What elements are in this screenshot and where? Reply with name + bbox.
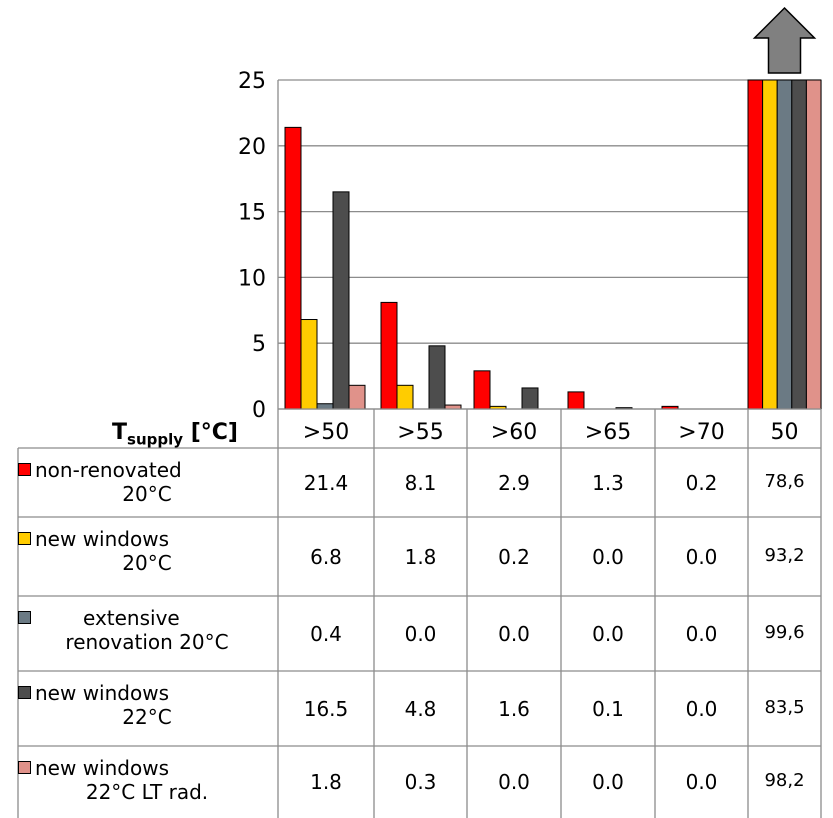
- data-label: 1.8: [310, 770, 342, 794]
- bar: [316, 403, 334, 410]
- data-label: 1.3: [592, 470, 624, 495]
- data-label: 99,6: [764, 621, 805, 643]
- data-label: 1.6: [498, 696, 530, 721]
- bar: [428, 345, 446, 410]
- bar: [762, 79, 778, 410]
- data-label: 2.9: [498, 470, 530, 495]
- data-label: 0.0: [685, 621, 718, 646]
- data-label: 0.0: [498, 621, 530, 646]
- data-label: 0.0: [404, 621, 437, 646]
- bar: [348, 384, 366, 410]
- y-tick-labels: 0 5 10 15 20 25: [238, 69, 266, 423]
- y-tick-label: 0: [252, 398, 266, 423]
- series-name-line1: non-renovated: [35, 458, 182, 482]
- category-header: >55: [397, 420, 444, 445]
- data-label: 16.5: [303, 696, 349, 721]
- series-label: new windows 20°C: [18, 527, 276, 575]
- series-name-line1: new windows: [35, 527, 169, 551]
- series-label: new windows 22°C LT rad.: [18, 756, 276, 804]
- category-header: >60: [490, 420, 538, 445]
- series-name-line1: extensive: [83, 606, 180, 630]
- legend-swatch: [18, 532, 31, 545]
- category-header: 50: [770, 420, 799, 445]
- data-label: 0.0: [592, 770, 624, 794]
- bar: [791, 79, 807, 410]
- data-label: 21.4: [303, 470, 349, 495]
- series-name-line2: 20°C: [122, 482, 172, 506]
- legend-swatch: [18, 611, 31, 624]
- category-header: >65: [584, 420, 632, 445]
- up-arrow-shape: [752, 6, 817, 74]
- data-label: 0.0: [685, 770, 718, 794]
- series-name-line2: 20°C: [122, 551, 172, 575]
- data-label: 0.1: [592, 696, 624, 721]
- series-name-line2: renovation 20°C: [65, 630, 229, 654]
- category-header: >70: [678, 420, 725, 445]
- series-label: non-renovated 20°C: [18, 458, 276, 506]
- data-label: 78,6: [764, 470, 805, 492]
- bar: [747, 79, 764, 410]
- bar: [473, 370, 491, 410]
- bar: [567, 391, 585, 410]
- x-header-label: Tsupply [°C]: [112, 420, 238, 449]
- data-label: 0.0: [685, 544, 718, 569]
- bar: [284, 126, 302, 410]
- y-tick-label: 20: [238, 135, 266, 160]
- data-label: 8.1: [404, 470, 437, 495]
- bar: [396, 384, 414, 410]
- bar: [521, 387, 539, 410]
- legend-swatch: [18, 761, 31, 774]
- data-label: 1.8: [404, 544, 437, 569]
- bar: [332, 191, 350, 410]
- data-label: 0.2: [498, 544, 530, 569]
- bar: [300, 319, 318, 410]
- legend-swatch: [18, 463, 31, 476]
- data-label: 0.0: [498, 770, 530, 794]
- data-label: 93,2: [764, 544, 805, 566]
- data-label: 0.3: [404, 770, 437, 794]
- data-label: 0.2: [685, 470, 718, 495]
- series-label: extensive renovation 20°C: [18, 606, 276, 654]
- data-label: 0.4: [310, 621, 342, 646]
- series-name-line2: 22°C LT rad.: [85, 780, 209, 804]
- series-name-line1: new windows: [35, 681, 169, 705]
- y-tick-label: 15: [238, 201, 266, 226]
- data-label: 4.8: [404, 696, 437, 721]
- y-tick-label: 5: [252, 332, 266, 357]
- legend-swatch: [18, 686, 31, 699]
- y-tick-label: 10: [238, 266, 266, 291]
- gridlines: [277, 79, 822, 410]
- series-name-line1: new windows: [35, 756, 169, 780]
- data-label: 0.0: [592, 621, 624, 646]
- bar: [805, 79, 822, 410]
- y-tick-label: 25: [238, 69, 266, 94]
- bar: [776, 79, 793, 410]
- category-header: >50: [302, 420, 350, 445]
- clipped-arrow-icon: [752, 6, 817, 74]
- data-label: 98,2: [764, 770, 805, 791]
- series-label: new windows 22°C: [18, 681, 276, 729]
- series-name-line2: 22°C: [122, 705, 172, 729]
- data-label: 0.0: [685, 696, 718, 721]
- data-label: 6.8: [310, 544, 342, 569]
- data-label: 0.0: [592, 544, 624, 569]
- table-grid: [17, 408, 822, 818]
- data-label: 83,5: [764, 696, 805, 718]
- bar: [380, 301, 398, 410]
- bars: [284, 79, 822, 410]
